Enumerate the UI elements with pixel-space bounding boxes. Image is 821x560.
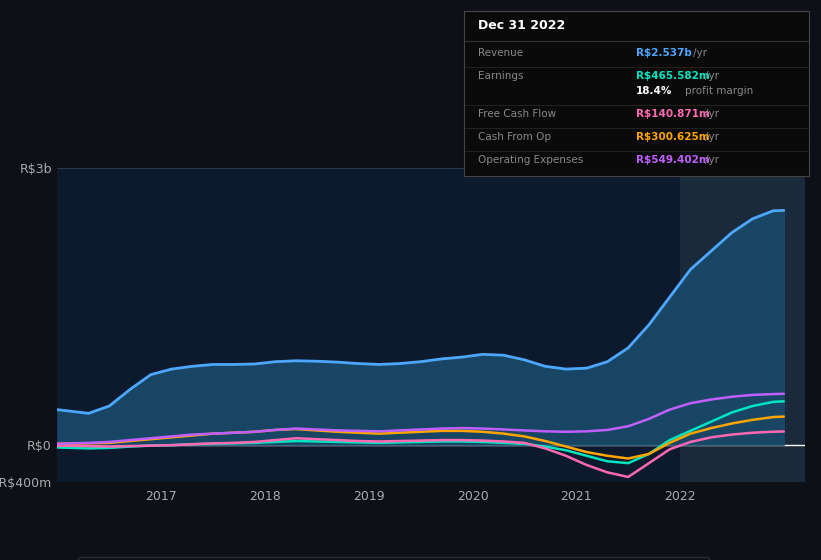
Text: Cash From Op: Cash From Op: [478, 132, 551, 142]
Text: /yr: /yr: [705, 155, 719, 165]
Text: Operating Expenses: Operating Expenses: [478, 155, 583, 165]
Text: R$2.537b: R$2.537b: [636, 48, 692, 58]
Text: R$140.871m: R$140.871m: [636, 109, 710, 119]
Text: R$549.402m: R$549.402m: [636, 155, 710, 165]
Text: profit margin: profit margin: [685, 86, 753, 96]
Text: Free Cash Flow: Free Cash Flow: [478, 109, 556, 119]
Text: /yr: /yr: [693, 48, 707, 58]
Text: Dec 31 2022: Dec 31 2022: [478, 20, 565, 32]
Text: /yr: /yr: [705, 132, 719, 142]
Text: 18.4%: 18.4%: [636, 86, 672, 96]
Text: R$465.582m: R$465.582m: [636, 71, 710, 81]
Text: /yr: /yr: [705, 71, 719, 81]
Text: Earnings: Earnings: [478, 71, 523, 81]
Bar: [680, 168, 805, 482]
Text: Revenue: Revenue: [478, 48, 523, 58]
Text: R$300.625m: R$300.625m: [636, 132, 710, 142]
Text: /yr: /yr: [705, 109, 719, 119]
Legend: Revenue, Earnings, Free Cash Flow, Cash From Op, Operating Expenses: Revenue, Earnings, Free Cash Flow, Cash …: [78, 557, 709, 560]
